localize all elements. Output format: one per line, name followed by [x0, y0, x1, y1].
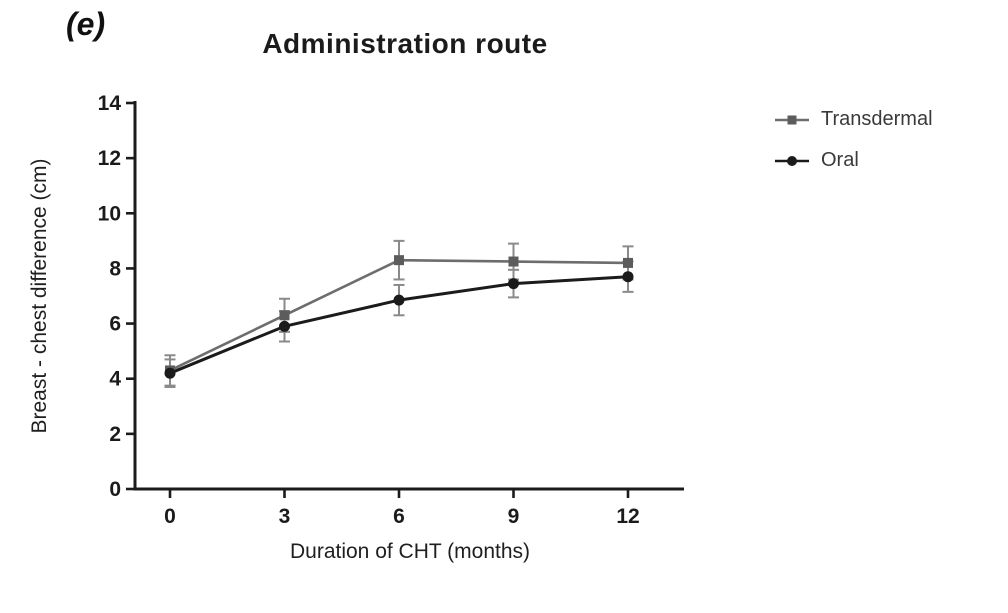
y-tick-label: 6	[109, 313, 121, 336]
y-tick-label: 14	[98, 92, 122, 115]
y-tick-label: 12	[98, 147, 121, 170]
chart-legend: Transdermal Oral	[775, 108, 933, 172]
y-tick-label: 2	[109, 423, 121, 446]
square-marker-icon	[775, 112, 809, 128]
panel-letter-label: (e)	[66, 6, 106, 42]
y-tick-label: 8	[109, 257, 121, 280]
x-tick-label: 12	[616, 505, 639, 528]
y-tick-label: 4	[109, 368, 121, 391]
legend-label: Oral	[821, 149, 859, 171]
chart-title: Administration route	[262, 28, 548, 59]
legend-label: Transdermal	[821, 108, 933, 130]
x-tick-label: 6	[393, 505, 405, 528]
x-tick-label: 9	[508, 505, 520, 528]
y-tick-label: 10	[98, 202, 121, 225]
y-tick-label: 0	[109, 478, 121, 501]
x-tick-label: 3	[279, 505, 291, 528]
series-oral-markers	[164, 271, 634, 379]
x-tick-label: 0	[164, 505, 176, 528]
legend-item-oral: Oral	[775, 149, 933, 172]
x-axis-label: Duration of CHT (months)	[289, 540, 531, 563]
circle-marker-icon	[775, 153, 809, 169]
legend-item-transdermal: Transdermal	[775, 108, 933, 131]
